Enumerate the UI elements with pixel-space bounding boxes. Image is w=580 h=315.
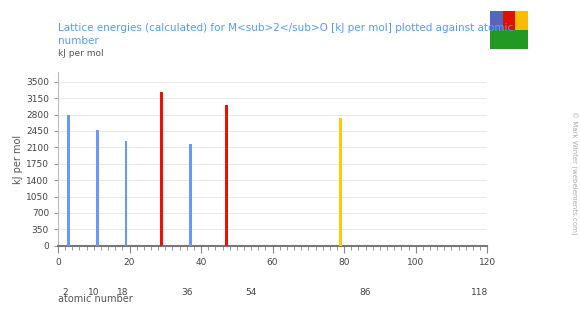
Text: © Mark Winter (webelements.com): © Mark Winter (webelements.com) xyxy=(570,112,577,235)
Text: 118: 118 xyxy=(472,288,489,297)
Text: 18: 18 xyxy=(117,288,128,297)
Bar xyxy=(490,30,528,49)
Bar xyxy=(490,11,503,30)
Text: kJ per mol: kJ per mol xyxy=(58,49,104,58)
Y-axis label: kJ per mol: kJ per mol xyxy=(13,135,23,184)
Text: 54: 54 xyxy=(245,288,257,297)
Text: 10: 10 xyxy=(88,288,100,297)
Bar xyxy=(189,144,192,246)
Text: number: number xyxy=(58,36,99,46)
Bar xyxy=(339,118,342,246)
Text: atomic number: atomic number xyxy=(58,294,133,304)
Bar xyxy=(67,115,70,246)
Bar xyxy=(515,11,528,30)
Text: Lattice energies (calculated) for M<sub>2</sub>O [kJ per mol] plotted against at: Lattice energies (calculated) for M<sub>… xyxy=(58,23,513,33)
Bar xyxy=(96,130,99,246)
Text: 86: 86 xyxy=(360,288,371,297)
Bar xyxy=(160,92,163,246)
Bar xyxy=(125,141,128,246)
Bar xyxy=(224,105,227,246)
Bar xyxy=(503,11,515,30)
Text: 36: 36 xyxy=(181,288,193,297)
Text: 2: 2 xyxy=(62,288,68,297)
